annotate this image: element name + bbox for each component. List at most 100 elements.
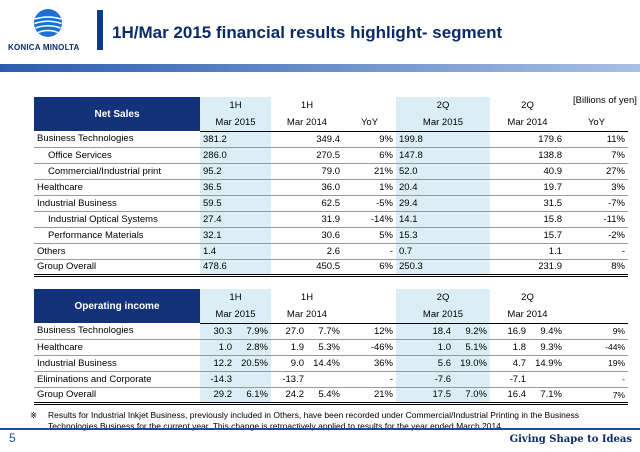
table-cell: 3% [565, 179, 628, 196]
value-with-margin: -7.1 [493, 374, 562, 385]
table-cell: 5% [343, 227, 396, 244]
table-cell: 12.2 20.5% [200, 355, 271, 372]
margin: 14.4% [313, 357, 340, 369]
table-cell: 349.4 [271, 131, 343, 148]
value: 12.2 [213, 357, 233, 369]
column-period: 1H [200, 97, 271, 114]
value-with-margin: 18.4 9.2% [399, 326, 488, 337]
value: 1.8 [512, 341, 526, 353]
table-cell: 20.4 [396, 179, 490, 196]
value-with-margin: 16.4 7.1% [493, 389, 563, 400]
value: -7.6 [434, 373, 451, 385]
value-with-margin: 1.8 9.3% [493, 342, 562, 353]
table-cell: 1.0 2.8% [200, 339, 271, 356]
margin: 20.5% [241, 357, 268, 369]
table-header-row: Operating income 1H 1H 2Q 2Q [34, 289, 628, 323]
column-period [343, 97, 396, 114]
margin [304, 374, 340, 385]
column-year: Mar 2015 [396, 306, 490, 324]
value-with-margin: 4.7 14.9% [493, 358, 562, 369]
margin: 9.3% [540, 341, 562, 353]
table-cell: 15.3 [396, 227, 490, 244]
margin: 5.3% [318, 341, 340, 353]
value: 30.3 [213, 325, 233, 337]
table-cell: -7.1 [490, 371, 565, 388]
row-label: Industrial Business [34, 355, 200, 372]
table-header-row: Mar 2015 Mar 2014 Mar 2015 Mar 2014 [34, 306, 628, 324]
logo-wordmark: KONICA MINOLTA [8, 43, 80, 52]
table-cell: 19.7 [490, 179, 565, 196]
row-label: Group Overall [34, 387, 200, 405]
table-cell: -46% [343, 339, 396, 356]
row-label: Others [34, 243, 200, 260]
table-cell: -7% [565, 195, 628, 212]
table-cell: -44% [565, 339, 628, 356]
table-row: Performance Materials 32.1 30.6 5% 15.3 15.7-… [34, 227, 628, 244]
section-header: Net Sales [34, 97, 200, 131]
column-year: Mar 2014 [271, 114, 343, 132]
column-year: Mar 2015 [200, 114, 271, 132]
table-cell: 2.6 [271, 243, 343, 260]
margin: 7.7% [318, 325, 340, 337]
margin: 7.1% [540, 389, 562, 400]
table-cell: 15.7 [490, 227, 565, 244]
column-year [343, 306, 396, 324]
margin: 19.0% [460, 357, 487, 369]
table-cell: 1% [343, 179, 396, 196]
table-cell: 450.5 [271, 259, 343, 277]
table-cell: 250.3 [396, 259, 490, 277]
value-with-margin: 29.2 6.1% [203, 389, 269, 400]
table-header-row: Net Sales 1H 1H 2Q 2Q [34, 97, 628, 131]
row-label: Group Overall [34, 259, 200, 277]
table-cell: 36.0 [271, 179, 343, 196]
table-cell: 31.9 [271, 211, 343, 228]
row-label: Business Technologies [34, 323, 200, 340]
table-cell: 21% [343, 163, 396, 180]
table-cell: - [565, 371, 628, 388]
table-cell: 1.8 9.3% [490, 339, 565, 356]
value-with-margin: 5.6 19.0% [399, 358, 487, 369]
row-label: Commercial/Industrial print [34, 163, 200, 180]
table-cell: 147.8 [396, 147, 490, 164]
table-cell: 1.4 [200, 243, 271, 260]
table-cell: 36.5 [200, 179, 271, 196]
column-period [343, 289, 396, 306]
table-cell: -7.6 [396, 371, 490, 388]
table-cell: 4.7 14.9% [490, 355, 565, 372]
value: 5.6 [437, 357, 451, 369]
row-label: Healthcare [34, 179, 200, 196]
table-cell: 24.2 5.4% [271, 387, 343, 405]
corporate-tagline: Giving Shape to Ideas [509, 434, 632, 445]
table-cell: -13.7 [271, 371, 343, 388]
value: 27.0 [285, 325, 305, 337]
table-cell: 1.0 5.1% [396, 339, 490, 356]
margin: 7.0% [465, 389, 487, 400]
value: 1.0 [437, 341, 451, 353]
title-accent-bar [97, 10, 103, 50]
table-cell: 32.1 [200, 227, 271, 244]
table-cell: 27.4 [200, 211, 271, 228]
column-year: YoY [565, 114, 628, 132]
margin [451, 374, 487, 385]
value-with-margin: 9.0 14.4% [274, 358, 340, 369]
table-row: Healthcare 36.5 36.0 1% 20.4 19.7 3% [34, 179, 628, 196]
table-cell: 21% [343, 387, 396, 405]
table-row: Industrial Business 59.5 62.5 -5% 29.4 31.5 -7… [34, 195, 628, 212]
table-cell: 381.2 [200, 131, 271, 148]
table-cell: 31.5 [490, 195, 565, 212]
table-cell: 27% [565, 163, 628, 180]
value: 16.4 [507, 389, 527, 400]
section-header: Operating income [34, 289, 200, 323]
value: 16.9 [507, 325, 527, 337]
table-cell: 16.4 7.1% [490, 387, 565, 405]
units-label: [Billions of yen] [573, 95, 637, 106]
column-period: 2Q [521, 292, 534, 303]
table-cell: 14.1 [396, 211, 490, 228]
column-year: YoY [343, 114, 396, 132]
margin: 5.4% [318, 389, 340, 400]
table-cell: 95.2 [200, 163, 271, 180]
column-period: 2Q [396, 289, 490, 306]
row-label: Eliminations and Corporate [34, 371, 200, 388]
table-cell: 9% [565, 323, 628, 340]
table-cell: 19% [565, 355, 628, 372]
